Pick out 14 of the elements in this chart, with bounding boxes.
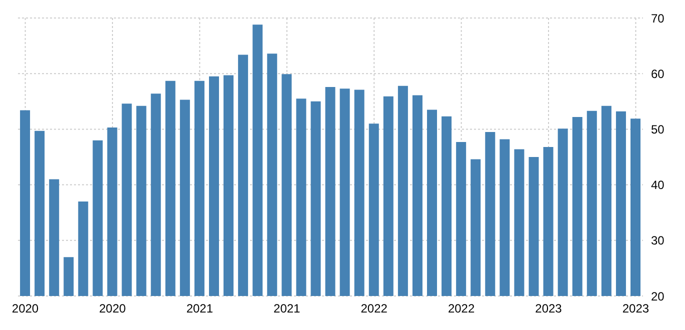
x-tick-label: 2021	[186, 302, 214, 316]
y-tick-label: 40	[651, 178, 665, 192]
x-tick-label: 2022	[360, 302, 388, 316]
x-tick-label: 2021	[274, 302, 301, 316]
x-tick-label: 2020	[99, 302, 126, 316]
y-tick-label: 20	[651, 289, 665, 304]
x-tick-label: 2023	[622, 302, 650, 316]
x-tick-label: 2020	[12, 302, 39, 316]
y-tick-label: 30	[651, 234, 665, 248]
y-tick-label: 60	[651, 66, 665, 81]
y-tick-label: 50	[651, 122, 665, 136]
x-tick-label: 2023	[535, 302, 562, 316]
x-tick-label: 2022	[448, 302, 475, 316]
y-tick-label: 70	[651, 11, 665, 26]
